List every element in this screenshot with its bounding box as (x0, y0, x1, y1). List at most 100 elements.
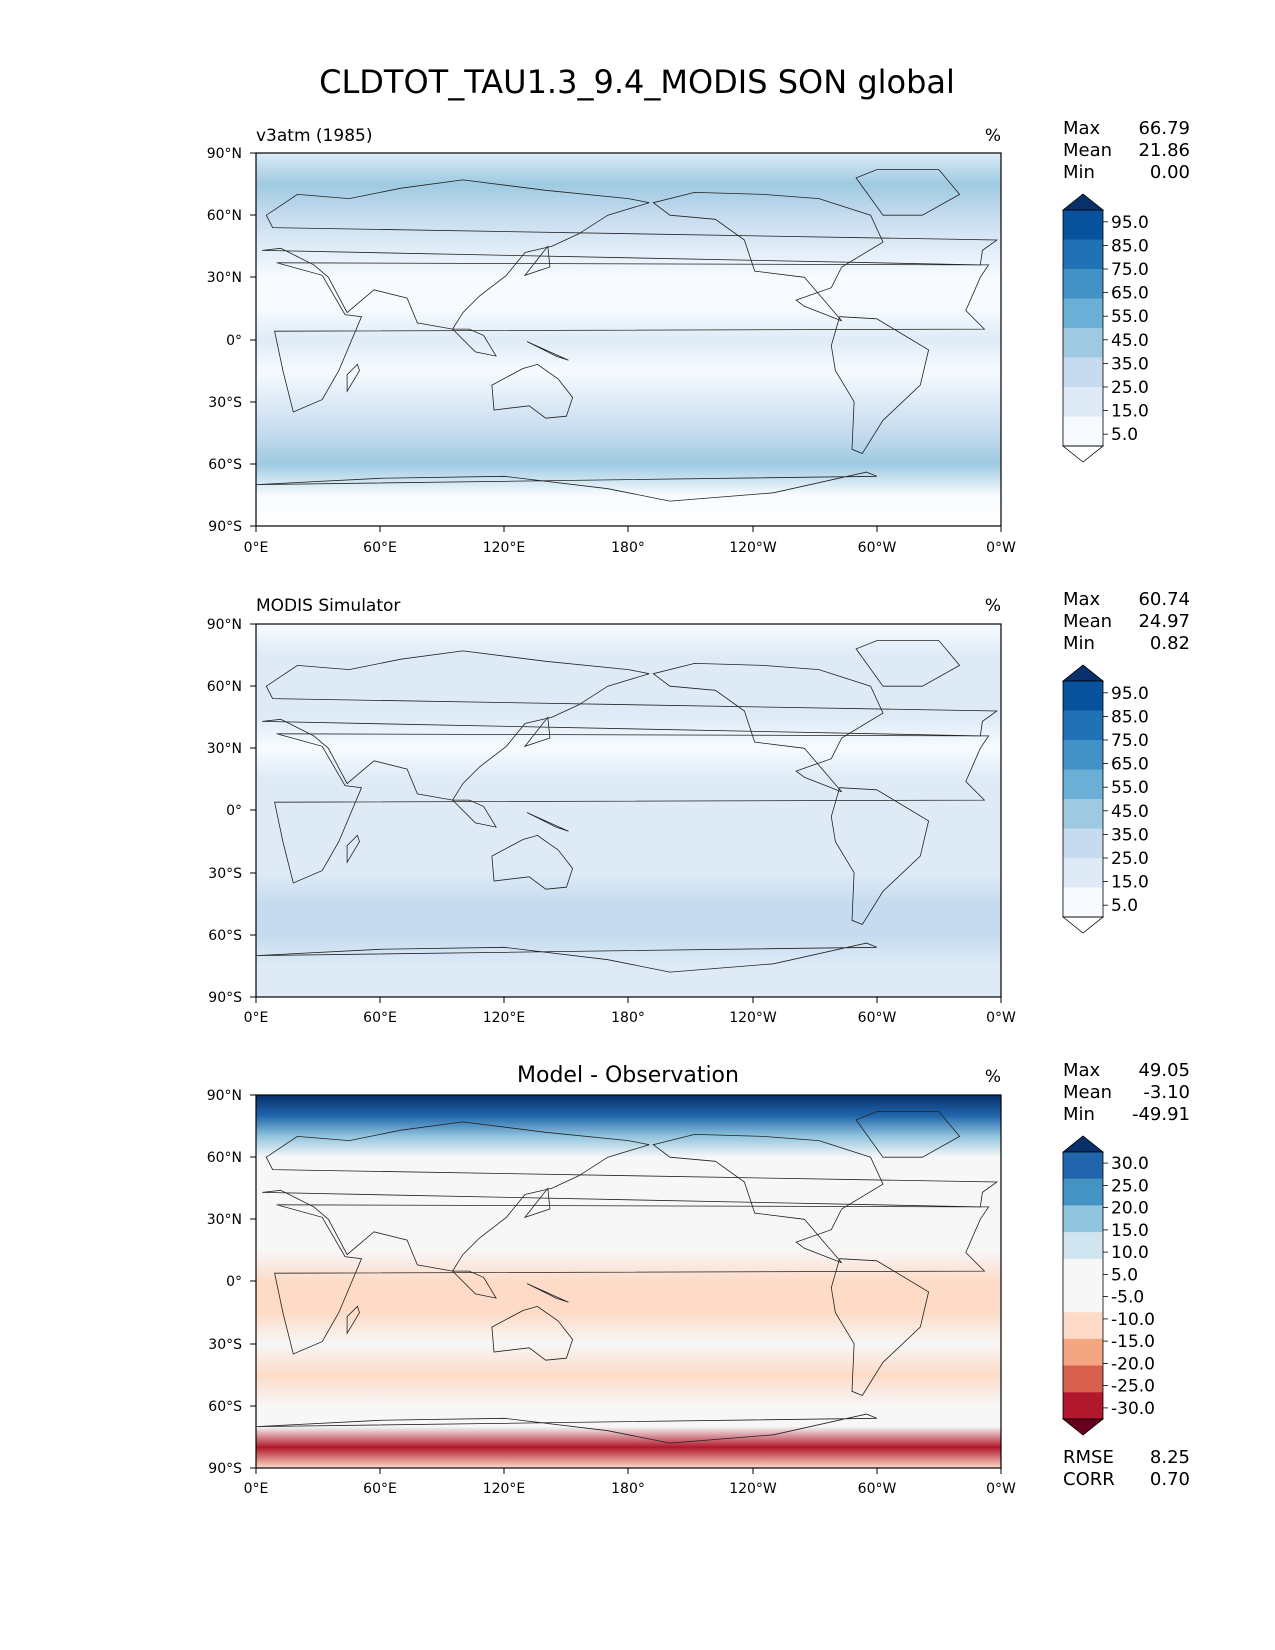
lon-tick-label: 0°E (244, 1010, 269, 1026)
colorbar-segment (1063, 1392, 1103, 1420)
map-field (256, 624, 1001, 997)
lon-tick-label: 180° (611, 1010, 645, 1026)
colorbar-tick-label: -25.0 (1111, 1377, 1155, 1397)
stat-label: Max (1063, 1060, 1101, 1081)
colorbar-segment (1063, 769, 1103, 800)
stat-label: Min (1063, 162, 1095, 183)
lat-tick-label: 60°N (207, 208, 242, 224)
colorbar-tick-label: 25.0 (1111, 378, 1149, 398)
lat-tick-label: 30°N (207, 270, 242, 286)
colorbar-tick-label: 45.0 (1111, 331, 1149, 351)
coastline (830, 787, 930, 925)
colorbar-tick-label: -10.0 (1111, 1310, 1155, 1330)
colorbar-segment (1063, 740, 1103, 770)
stats-box: Max 60.74 Mean 24.97 Min 0.82 (1063, 589, 1190, 654)
stat-label: Min (1063, 633, 1095, 654)
colorbar-tick-label: 15.0 (1111, 873, 1149, 893)
colorbar-tick-label: 85.0 (1111, 707, 1149, 727)
metric-label: RMSE (1063, 1447, 1114, 1468)
panel-1: MODIS Simulator % 90°N 60°N 30°N 0° 30°S… (207, 589, 1190, 1026)
colorbar-segment (1063, 710, 1103, 741)
colorbar-segment (1063, 1178, 1103, 1206)
coastlines (255, 1111, 999, 1468)
coastline (346, 1305, 360, 1335)
coastline (274, 1204, 990, 1355)
coastline (491, 363, 574, 419)
coastline (346, 363, 360, 393)
colorbar-tick-label: -15.0 (1111, 1332, 1155, 1352)
lon-tick-label: 120°E (483, 1481, 526, 1497)
lat-tick-label: 0° (226, 333, 242, 349)
lat-tick-label: 30°S (208, 395, 242, 411)
panel-subtitle: Model - Observation (517, 1063, 739, 1088)
colorbar-tick-label: 5.0 (1111, 425, 1138, 445)
colorbar-tick-label: -5.0 (1111, 1288, 1144, 1308)
colorbar-tick-label: 75.0 (1111, 731, 1149, 751)
lon-tick-label: 180° (611, 540, 645, 556)
colorbar-segment (1063, 357, 1103, 388)
colorbar-segment (1063, 799, 1103, 829)
colorbar-tick-label: 20.0 (1111, 1199, 1149, 1219)
colorbar-segment (1063, 269, 1103, 299)
lon-tick-label: 0°W (986, 1481, 1016, 1497)
lon-tick-label: 120°W (729, 1010, 777, 1026)
colorbar-tick-label: 30.0 (1111, 1154, 1149, 1174)
lat-tick-label: 90°S (208, 1461, 242, 1477)
lat-tick-label: 60°S (208, 457, 242, 473)
colorbar-segment (1063, 387, 1103, 417)
colorbar-segment (1063, 887, 1103, 918)
colorbar-extend-bottom (1061, 1418, 1105, 1436)
colorbar-segment (1063, 1152, 1103, 1180)
colorbar-extend-bottom (1061, 916, 1105, 934)
panel-units: % (985, 126, 1001, 146)
figure-title: CLDTOT_TAU1.3_9.4_MODIS SON global (319, 63, 955, 101)
lon-tick-label: 60°E (363, 1010, 397, 1026)
colorbar-tick-label: 10.0 (1111, 1243, 1149, 1263)
lon-ticks: 0°E 60°E 120°E 180° 120°W 60°W 0°W (244, 1468, 1016, 1497)
colorbar-frame (1062, 680, 1104, 918)
lat-tick-label: 90°N (207, 146, 242, 162)
coastline (526, 812, 569, 832)
panel-units: % (985, 1067, 1001, 1087)
lat-tick-label: 30°N (207, 1212, 242, 1228)
coastline (523, 245, 551, 277)
stat-value: -49.91 (1132, 1104, 1190, 1125)
colorbar-tick-label: 95.0 (1111, 684, 1149, 704)
lon-tick-label: 0°E (244, 540, 269, 556)
lon-tick-label: 60°W (858, 540, 897, 556)
colorbar-tick-label: 35.0 (1111, 825, 1149, 845)
stat-label: Mean (1063, 1082, 1112, 1103)
coastline (855, 640, 961, 687)
coastline (523, 1187, 551, 1219)
lon-tick-label: 120°E (483, 540, 526, 556)
coastline (526, 1283, 569, 1303)
colorbar-frame (1062, 1151, 1104, 1420)
stat-value: 0.00 (1150, 162, 1190, 183)
colorbar-segment (1063, 1258, 1103, 1286)
lat-ticks: 90°N 60°N 30°N 0° 30°S 60°S 90°S (207, 617, 256, 1006)
lat-tick-label: 90°N (207, 1088, 242, 1104)
colorbar-tick-label: 5.0 (1111, 896, 1138, 916)
colorbar: 30.025.0 20.015.010.05.0 -5.0-10.0-15.0-20… (1061, 1135, 1155, 1436)
panel-0: v3atm (1985) % 90°N 60°N 30°N 0° 30°S 60… (207, 118, 1190, 556)
lat-tick-label: 30°S (208, 1337, 242, 1353)
lat-tick-label: 0° (226, 1274, 242, 1290)
lon-tick-label: 0°E (244, 1481, 269, 1497)
colorbar-extend-bottom (1061, 445, 1105, 463)
colorbar-segment (1063, 1285, 1103, 1313)
stat-value: -3.10 (1143, 1082, 1190, 1103)
coastline (523, 716, 551, 748)
colorbar-segment (1063, 416, 1103, 447)
colorbar-segment (1063, 1205, 1103, 1233)
metric-value: 8.25 (1150, 1447, 1190, 1468)
colorbar-segment (1063, 239, 1103, 270)
lat-ticks: 90°N 60°N 30°N 0° 30°S 60°S 90°S (207, 146, 256, 535)
colorbar-tick-label: 65.0 (1111, 755, 1149, 775)
lon-tick-label: 60°W (858, 1481, 897, 1497)
colorbar-segment (1063, 1338, 1103, 1366)
lat-tick-label: 60°S (208, 1399, 242, 1415)
lat-tick-label: 60°S (208, 928, 242, 944)
stat-value: 66.79 (1138, 118, 1190, 139)
panel-units: % (985, 596, 1001, 616)
lat-tick-label: 30°N (207, 741, 242, 757)
